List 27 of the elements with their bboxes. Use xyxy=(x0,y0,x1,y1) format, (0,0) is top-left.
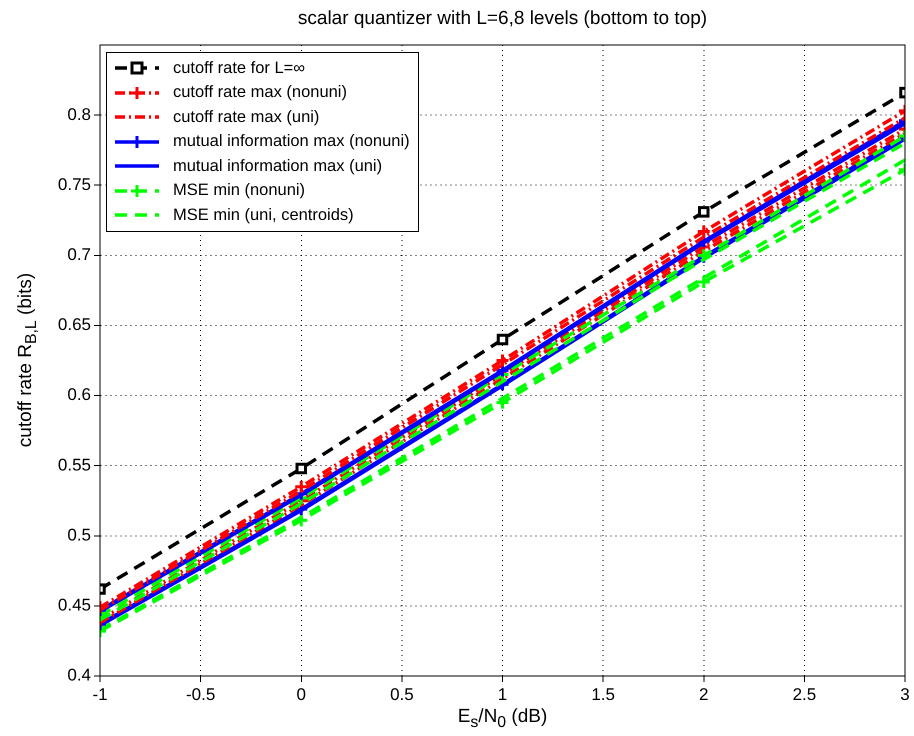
legend-label: cutoff rate for L=∞ xyxy=(173,58,306,78)
legend-label: MSE min (nonuni) xyxy=(173,181,306,200)
x-tick-label: 3 xyxy=(900,684,910,704)
x-axis-title: E$_{s}$/N$_{0}$ (dB) xyxy=(456,706,548,732)
x-tick-label: 1 xyxy=(498,684,508,704)
legend-label: cutoff rate max (nonuni) xyxy=(173,83,347,102)
y-tick-label: 0.45 xyxy=(58,596,91,615)
chart-title: scalar quantizer with L=6,8 levels (bottom to top) xyxy=(296,8,708,30)
y-tick-label: 0.7 xyxy=(67,245,91,264)
y-tick-label: 0.6 xyxy=(67,385,91,404)
legend-label: mutual information max (nonuni) xyxy=(173,132,410,152)
legend-label: MSE min (uni, centroids) xyxy=(173,206,354,225)
y-tick-label: 0.4 xyxy=(67,666,91,685)
x-tick-label: 0 xyxy=(296,684,306,704)
legend-label: cutoff rate max (uni) xyxy=(173,108,320,127)
x-tick-label: 1.5 xyxy=(591,684,615,704)
x-tick-label: -0.5 xyxy=(186,684,216,704)
y-tick-label: 0.75 xyxy=(58,174,91,194)
legend-label: mutual information max (uni) xyxy=(173,156,382,176)
y-tick-label: 0.65 xyxy=(58,315,91,334)
x-tick-label: 2 xyxy=(699,684,708,704)
y-tick-label: 0.5 xyxy=(67,525,91,544)
x-tick-label: -1 xyxy=(92,684,108,704)
y-tick-label: 0.8 xyxy=(67,104,91,124)
x-tick-label: 0.5 xyxy=(390,684,414,704)
y-tick-label: 0.55 xyxy=(58,455,91,474)
x-tick-label: 2.5 xyxy=(792,684,816,704)
